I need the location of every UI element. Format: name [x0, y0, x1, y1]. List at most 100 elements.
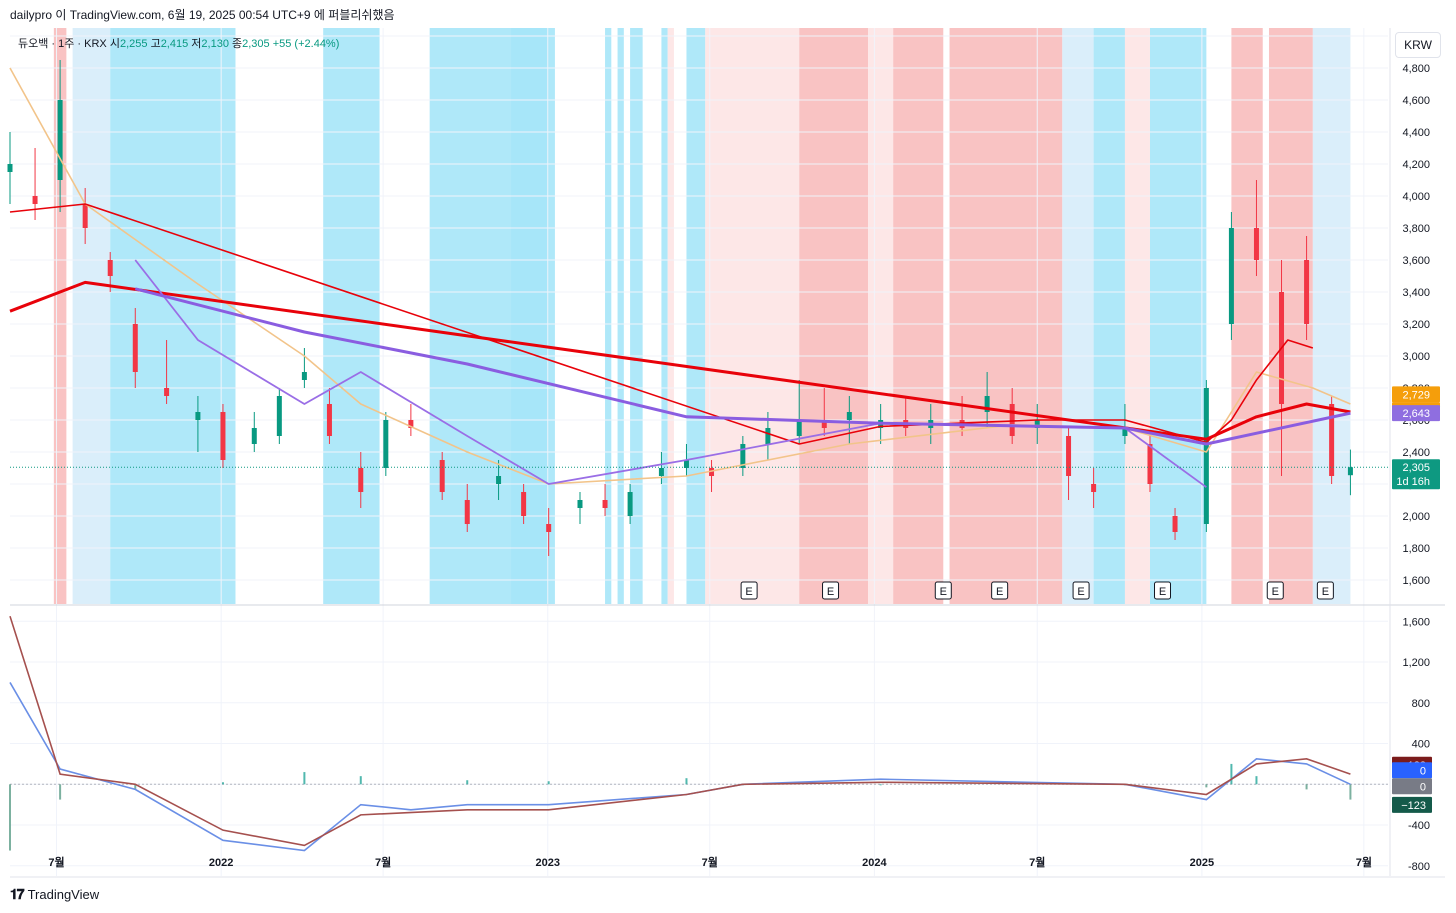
background-band: [110, 28, 236, 604]
candle-body: [326, 404, 332, 436]
time-axis: 7월 2022 7월 2023 7월 2024 7월 2025 7월: [48, 855, 1372, 869]
macd-tick-label: 800: [1412, 698, 1430, 710]
price-badge-label: 2,305: [1402, 462, 1430, 474]
candle-body: [220, 412, 226, 460]
footer-brand: 𝟏𝟕 TradingView: [10, 886, 99, 903]
tradingview-logo-icon: 𝟏𝟕: [10, 886, 25, 902]
price-tick-label: 3,000: [1402, 351, 1430, 363]
price-badge-label: 2,643: [1402, 408, 1430, 420]
candle-body: [627, 492, 633, 516]
background-band: [1093, 28, 1125, 604]
macd-tick-label: -800: [1408, 861, 1430, 873]
earnings-marker-label: E: [1322, 586, 1329, 598]
candle-body: [464, 500, 470, 524]
high-label: 고: [150, 38, 161, 50]
price-tick-label: 2,000: [1402, 511, 1430, 523]
price-badge: [1392, 386, 1440, 403]
macd-histogram-bar: [547, 781, 550, 785]
moving-average-line-purple-thick: [134, 287, 1351, 446]
macd-histogram-bar: [9, 784, 11, 851]
candle-body: [709, 468, 715, 476]
ohlc-legend: 듀오백 · 1주 · KRX 시2,255 고2,415 저2,130 종2,3…: [18, 35, 339, 51]
price-tick-label: 4,800: [1402, 63, 1430, 75]
macd-histogram-bar: [134, 784, 137, 790]
background-band: [1231, 28, 1263, 604]
candle-body: [546, 524, 552, 532]
earnings-marker-label: E: [827, 586, 834, 598]
earnings-marker: [1316, 581, 1334, 600]
background-band: [605, 28, 612, 604]
earnings-marker-label: E: [1272, 586, 1279, 598]
macd-histogram-bar: [1230, 763, 1233, 785]
price-tick-label: 4,000: [1402, 191, 1430, 203]
price-tick-label: 3,600: [1402, 255, 1430, 267]
background-band: [1030, 28, 1063, 604]
macd-badge: [1392, 762, 1432, 779]
macd-histogram-bar: [879, 784, 882, 786]
background-band: [1149, 28, 1207, 604]
candle-body: [1091, 484, 1097, 492]
macd-histogram-bar: [466, 780, 469, 785]
earnings-marker-label: E: [996, 586, 1003, 598]
macd-tick-label: 1,200: [1402, 657, 1430, 669]
brand-name: TradingView: [27, 887, 100, 902]
time-tick-label: 2025: [1190, 857, 1214, 869]
price-tick-label: 3,200: [1402, 319, 1430, 331]
candle-body: [1203, 388, 1209, 524]
candle-body: [7, 164, 13, 172]
currency-button[interactable]: KRW: [1395, 32, 1441, 58]
background-band: [686, 28, 706, 604]
candle-body: [496, 476, 502, 484]
candle-body: [383, 420, 389, 468]
change-value: +55 (+2.44%): [272, 38, 340, 50]
price-tick-label: 4,400: [1402, 127, 1430, 139]
candle-body: [1066, 436, 1072, 476]
candle-body: [658, 468, 664, 476]
candle-body: [683, 460, 689, 468]
macd-badge-label: −123: [1401, 800, 1426, 812]
candle-body: [107, 260, 113, 276]
candle-body: [1034, 420, 1040, 428]
macd-badge-label: 0: [1420, 765, 1426, 777]
candle-body: [821, 420, 827, 428]
earnings-marker: [1154, 581, 1172, 600]
publisher-line: dailypro 이 TradingView.com, 6월 19, 2025 …: [10, 8, 395, 22]
open-value: 2,255: [119, 38, 148, 50]
price-badge-label: 2,729: [1402, 389, 1430, 401]
price-tick-label: 4,200: [1402, 159, 1430, 171]
time-tick-label: 7월: [1029, 855, 1045, 869]
candle-body: [765, 428, 771, 444]
macd-badge-label: 0: [1420, 781, 1426, 793]
macd-histogram-bar: [1205, 784, 1208, 788]
price-badge: [1392, 459, 1440, 490]
background-band: [705, 28, 800, 604]
candle-body: [1147, 444, 1153, 484]
candle-body: [602, 500, 608, 508]
background-band: [1062, 28, 1094, 604]
earnings-marker: [934, 581, 952, 600]
price-badge: [1392, 405, 1440, 422]
macd-histogram-bar: [1255, 776, 1258, 785]
high-value: 2,415: [160, 38, 189, 50]
macd-badge: [1392, 796, 1432, 813]
pane-borders: [10, 28, 1445, 878]
earnings-marker: [822, 581, 840, 600]
candle-body: [1009, 404, 1015, 436]
signal-line: [9, 615, 1351, 847]
background-band: [630, 28, 643, 604]
candle-body: [740, 444, 746, 468]
low-value: 2,130: [201, 38, 229, 50]
candle-body: [1228, 228, 1234, 324]
macd-badge: [1392, 778, 1432, 795]
background-band: [661, 28, 668, 604]
price-tick-label: 3,800: [1402, 223, 1430, 235]
close-value: 2,305: [242, 38, 270, 50]
earnings-marker-label: E: [1159, 586, 1166, 598]
background-band: [511, 28, 549, 604]
earnings-marker: [1072, 581, 1090, 600]
macd-histogram-bar: [1305, 784, 1308, 790]
price-tick-label: 3,400: [1402, 287, 1430, 299]
candle-body: [32, 196, 38, 204]
macd-histogram-bar: [685, 778, 688, 785]
